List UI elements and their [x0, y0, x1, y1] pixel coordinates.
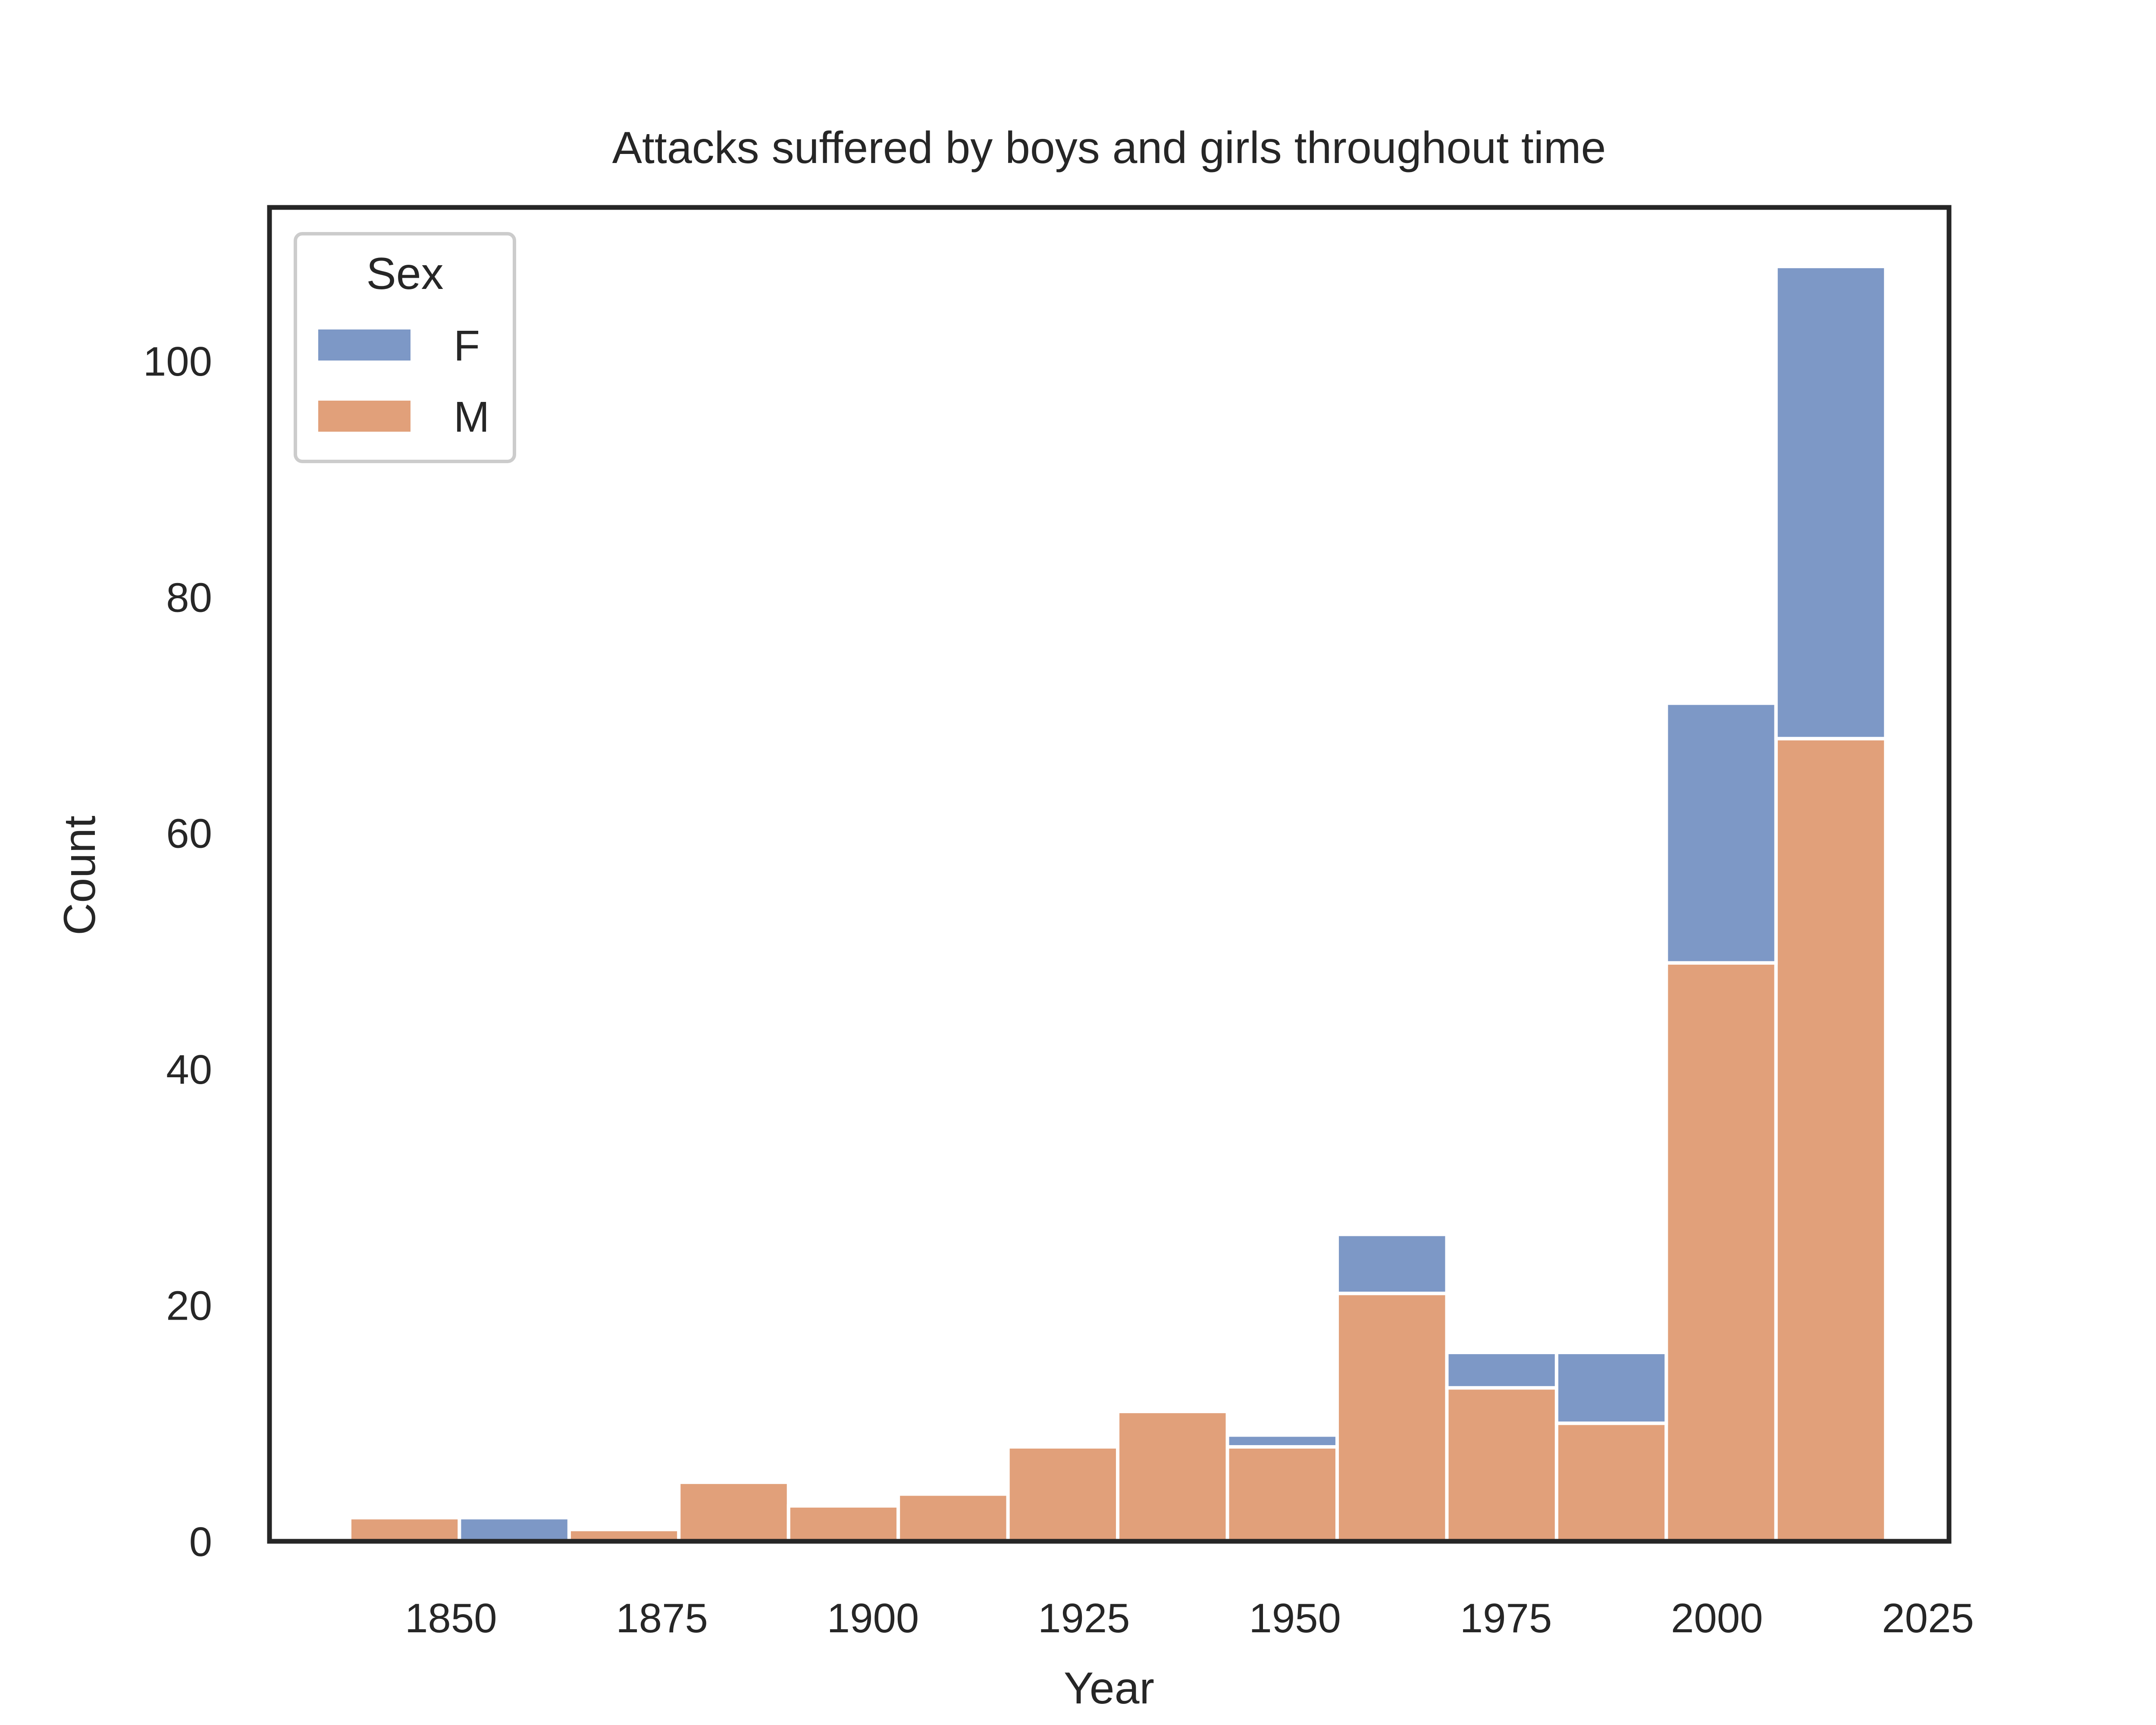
x-tick-label: 2025 — [1882, 1595, 1974, 1641]
y-tick-label: 80 — [166, 574, 212, 621]
y-tick-label: 40 — [166, 1047, 212, 1093]
plot-frame — [267, 205, 1952, 1544]
bars-layer — [348, 264, 1888, 1543]
y-tick-labels: 0 20 40 60 80 100 — [143, 339, 212, 1565]
bar-M-3 — [677, 1480, 790, 1543]
legend-swatch-F — [318, 329, 411, 361]
x-tick-label: 1950 — [1249, 1595, 1341, 1641]
legend: Sex FM — [294, 232, 516, 463]
y-tick-label: 60 — [166, 811, 212, 857]
bar-F-1 — [458, 1516, 571, 1543]
y-tick-label: 100 — [143, 339, 212, 385]
y-axis-label: Count — [55, 815, 105, 935]
y-tick-label: 20 — [166, 1283, 212, 1329]
x-tick-label: 1850 — [405, 1595, 497, 1641]
bar-F-10 — [1445, 1351, 1558, 1390]
y-tick-label: 0 — [189, 1519, 212, 1565]
bar-M-12 — [1664, 961, 1778, 1543]
bar-M-7 — [1116, 1409, 1229, 1543]
x-tick-label: 1925 — [1038, 1595, 1130, 1641]
bar-F-11 — [1554, 1351, 1668, 1425]
legend-swatch-M — [318, 401, 411, 432]
x-axis-label: Year — [1064, 1663, 1154, 1713]
bar-F-8 — [1225, 1433, 1339, 1449]
legend-title: Sex — [366, 249, 443, 299]
bar-F-9 — [1335, 1233, 1449, 1295]
bar-M-9 — [1335, 1292, 1449, 1543]
x-tick-label: 1875 — [616, 1595, 708, 1641]
bar-M-10 — [1445, 1386, 1558, 1543]
legend-label-F: F — [454, 322, 480, 370]
bar-F-12 — [1664, 701, 1778, 965]
x-tick-labels: 1850 1875 1900 1925 1950 1975 2000 2025 — [405, 1595, 1974, 1641]
x-tick-label: 1975 — [1460, 1595, 1552, 1641]
bar-M-8 — [1225, 1445, 1339, 1543]
x-tick-label: 2000 — [1671, 1595, 1763, 1641]
bar-M-6 — [1006, 1445, 1120, 1543]
legend-label-M: M — [454, 393, 489, 441]
x-tick-label: 1900 — [827, 1595, 919, 1641]
bar-M-0 — [348, 1516, 461, 1543]
bar-M-5 — [896, 1492, 1010, 1543]
bar-M-4 — [787, 1504, 900, 1543]
bar-F-13 — [1774, 264, 1888, 740]
bar-M-11 — [1554, 1421, 1668, 1543]
chart-title: Attacks suffered by boys and girls throu… — [612, 123, 1606, 173]
bar-M-13 — [1774, 737, 1888, 1543]
